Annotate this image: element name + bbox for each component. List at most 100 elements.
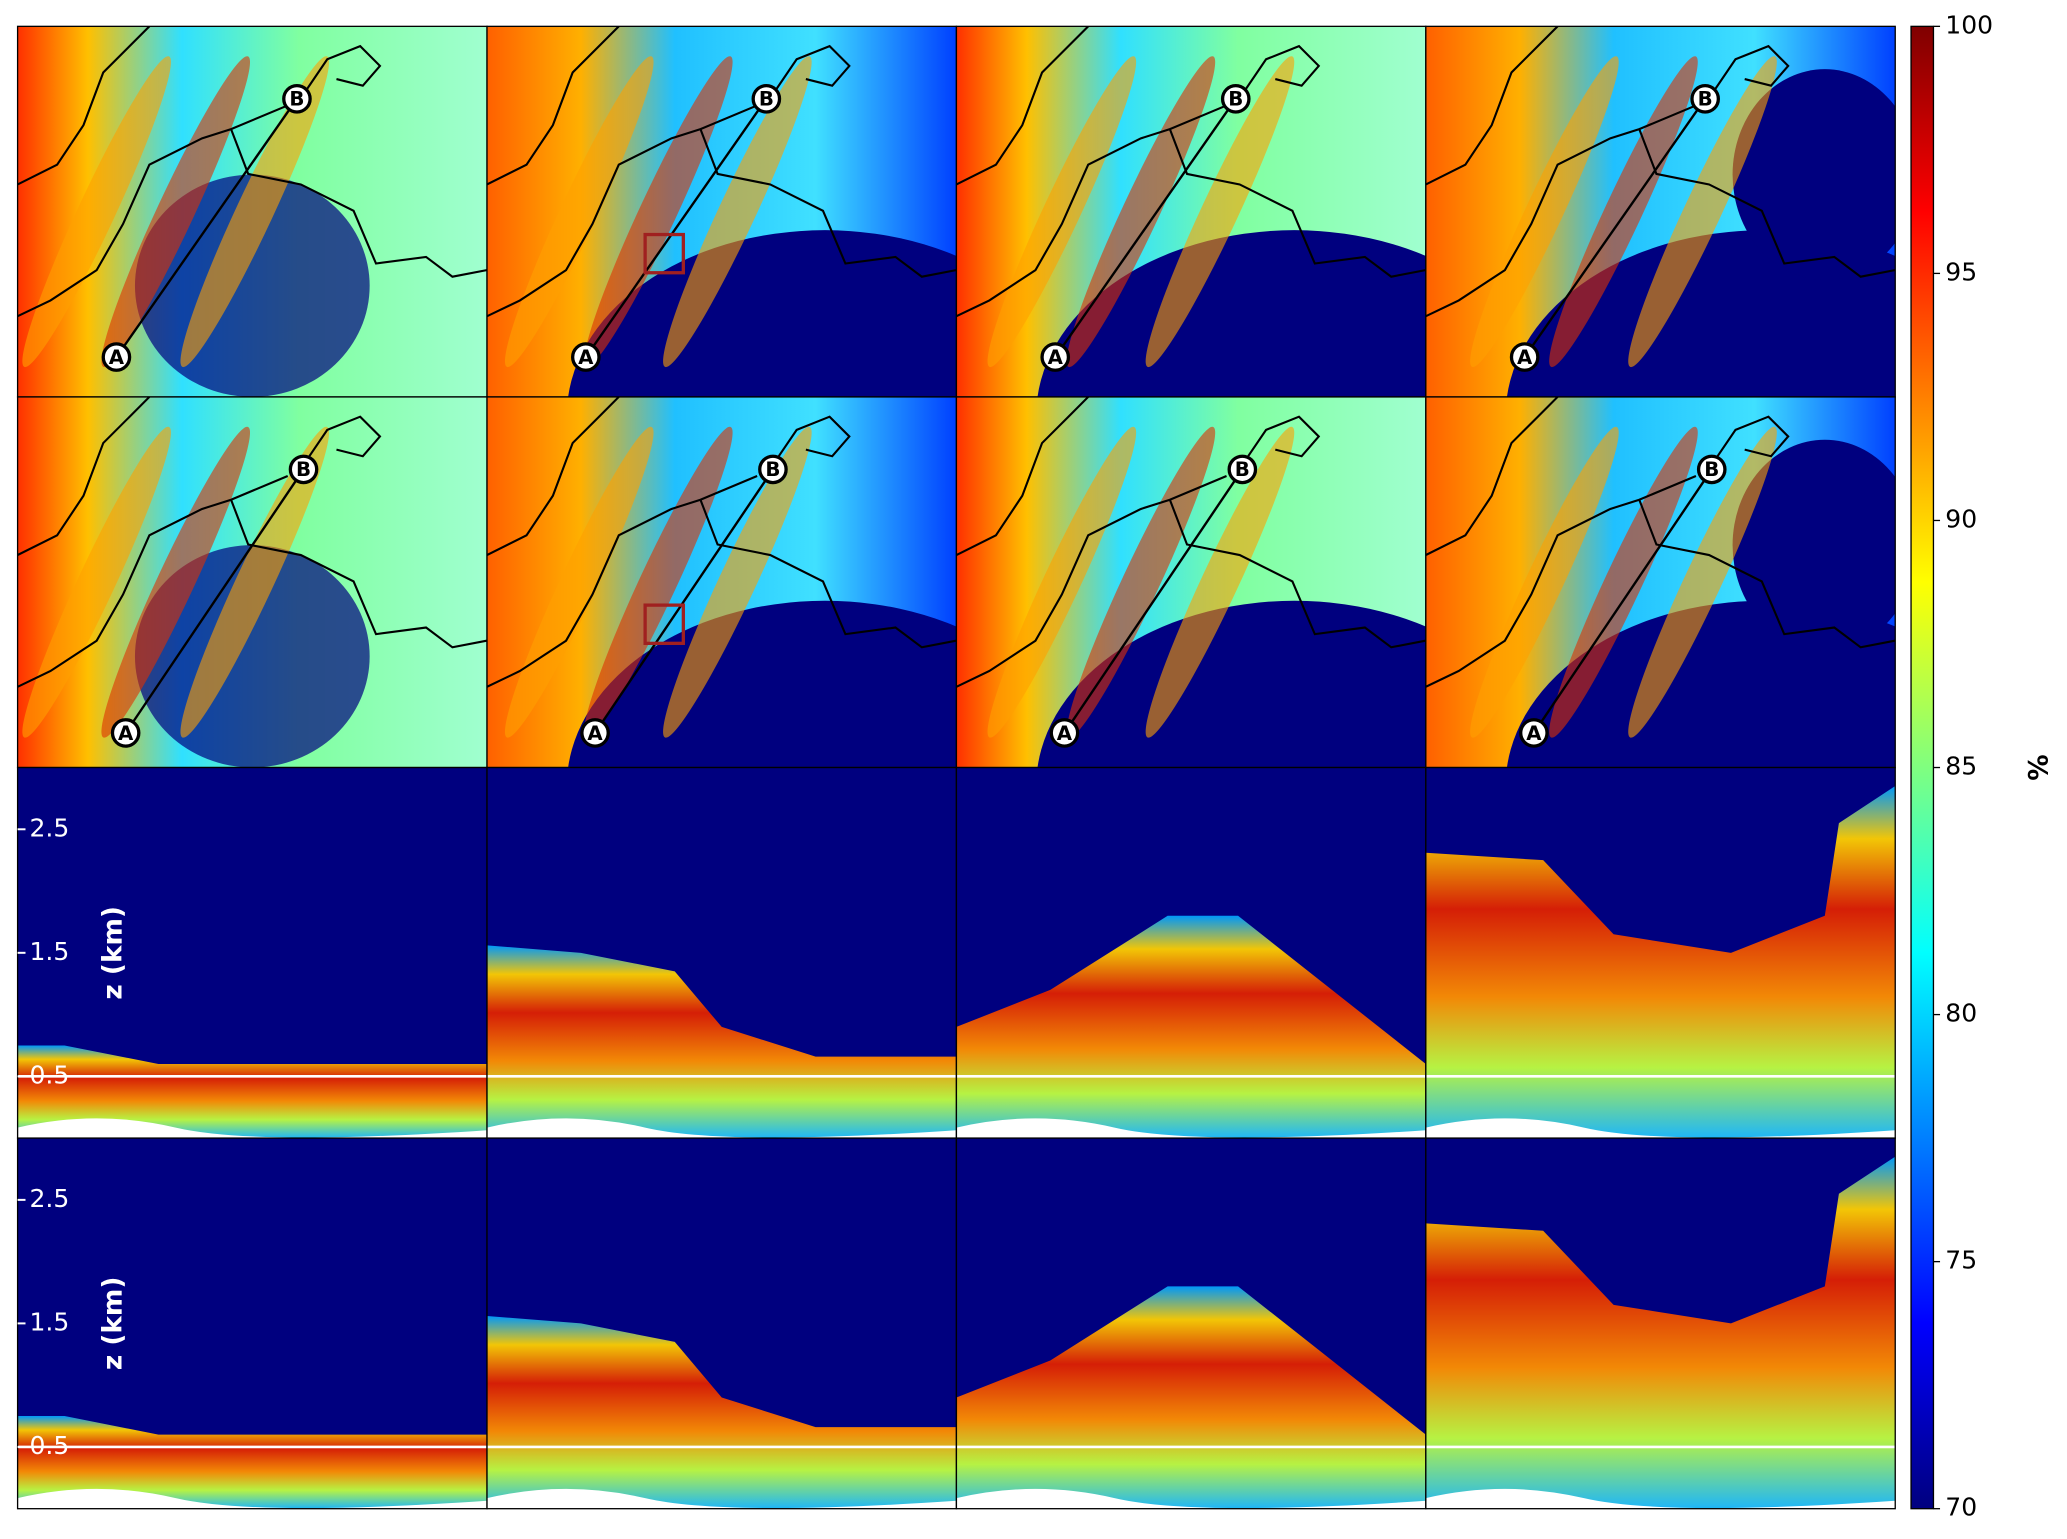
marker-label: A [1057,722,1073,745]
coastline [956,396,1426,688]
moist-band [1549,426,1698,738]
moist-band [987,426,1137,738]
map-panel [956,26,1426,397]
section-panel [956,767,1426,1139]
cloud-layer [487,945,957,1139]
dry-area [1037,600,1426,768]
moist-band [1628,426,1777,738]
coastline [487,26,957,318]
section-panel [17,767,488,1139]
map-panel [17,396,488,768]
y-tick-label: 1.5 [29,937,69,966]
cloud-layer [487,1315,957,1509]
marker-dot [1509,342,1540,372]
section-line [584,98,768,358]
marker-label: A [109,346,125,369]
y-tick-label: 1.5 [29,1307,69,1336]
moist-band [1470,426,1619,738]
coastline [956,26,1426,318]
colorbar-tick-label: 90 [1945,504,1977,533]
focus-box [643,603,685,645]
coastline [487,396,957,688]
moist-band [1145,56,1295,368]
marker-label: B [1704,458,1719,481]
cloud-layer [956,915,1426,1139]
section-panel [17,1138,488,1509]
marker-dot [1220,83,1251,114]
marker-dot [580,718,610,748]
dry-area [1732,439,1896,651]
y-axis-label: z (km) [98,906,128,1000]
marker-label: A [1517,346,1533,369]
marker-dot [110,718,141,748]
marker-dot [282,83,312,114]
map-panel [956,396,1426,768]
section-line [1532,468,1713,734]
section-line [124,468,305,734]
section-line [594,468,774,734]
marker-dot [1690,83,1720,114]
marker-dot [1696,454,1727,485]
map-panel [487,396,957,768]
section-line [1054,98,1237,358]
y-tick-label: 0.5 [29,1431,69,1460]
marker-label: B [765,458,780,481]
map-panel [487,26,957,397]
moist-band [1628,56,1777,368]
coastline [17,26,487,318]
map-panel [1425,396,1896,768]
colorbar-tick-label: 80 [1945,999,1977,1028]
map-panel [1425,26,1896,397]
dry-area [1037,230,1426,397]
y-tick-label: 2.5 [29,813,69,842]
colorbar-tick-label: 100 [1945,10,1993,39]
moist-band [504,426,654,738]
marker-dot [1040,342,1071,372]
colorbar-label: % [2025,754,2055,780]
colorbar [1910,25,1935,1510]
marker-label: B [1235,458,1250,481]
section-panel [1425,1138,1896,1509]
section-line [115,98,298,358]
terrain [1425,1488,1896,1509]
moist-band [584,56,733,368]
panel-frame [1425,1137,1896,1510]
y-tick-label: 2.5 [29,1184,69,1213]
colorbar-tick-label: 85 [1945,752,1977,781]
marker-dot [288,454,319,485]
map-panel [17,26,488,397]
section-line [1523,98,1707,358]
marker-label: A [1048,346,1064,369]
moist-band [663,426,812,738]
cloud-layer [1425,1156,1896,1509]
marker-label: B [296,458,311,481]
marker-label: A [1526,722,1542,745]
coastline [1425,26,1896,318]
dry-area [1732,69,1896,280]
terrain [487,1488,957,1509]
terrain [17,1488,488,1509]
moist-band [180,56,330,368]
marker-dot [758,454,788,485]
moist-band [987,56,1137,368]
marker-label: B [289,88,304,111]
coastline [17,396,487,688]
marker-label: B [1228,88,1243,111]
marker-dot [1227,454,1258,485]
terrain [956,1488,1426,1509]
cloud-layer [17,1416,488,1509]
marker-dot [101,342,132,372]
colorbar-tick-label: 95 [1945,257,1977,286]
marker-dot [571,342,601,372]
marker-dot [1519,718,1549,748]
terrain [487,1118,957,1139]
y-axis-label: z (km) [98,1277,128,1371]
y-tick-label: 0.5 [29,1060,69,1089]
section-panel [487,1138,957,1509]
cloud-layer [1425,786,1896,1139]
section-panel [1425,767,1896,1139]
cloud-layer [17,1045,488,1139]
moist-band [584,426,733,738]
moist-band [180,426,330,738]
